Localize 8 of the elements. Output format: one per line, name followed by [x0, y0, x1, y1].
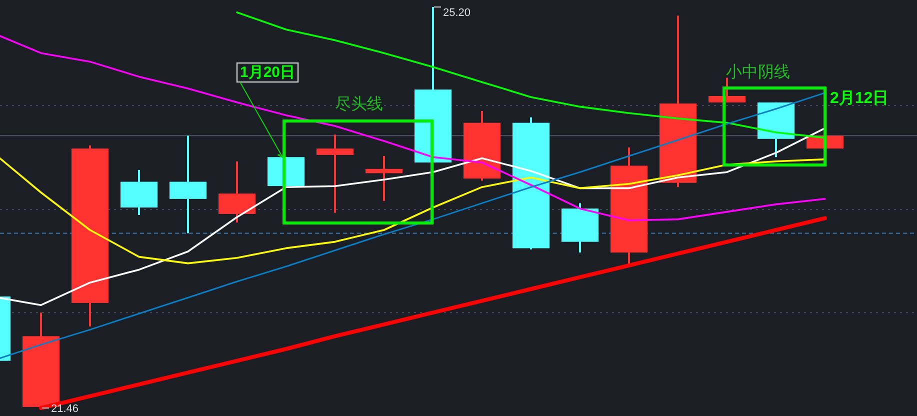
candlestick [316, 134, 354, 214]
annotation: 尽头线 [335, 95, 383, 113]
annotation: 25.20 [443, 7, 471, 19]
annotation: 21.46 [51, 403, 79, 415]
annotation: 1月20日 [240, 64, 296, 81]
candlestick [366, 155, 402, 202]
annotation: 小中阴线 [726, 63, 790, 81]
annotation: 2月12日 [830, 90, 889, 107]
